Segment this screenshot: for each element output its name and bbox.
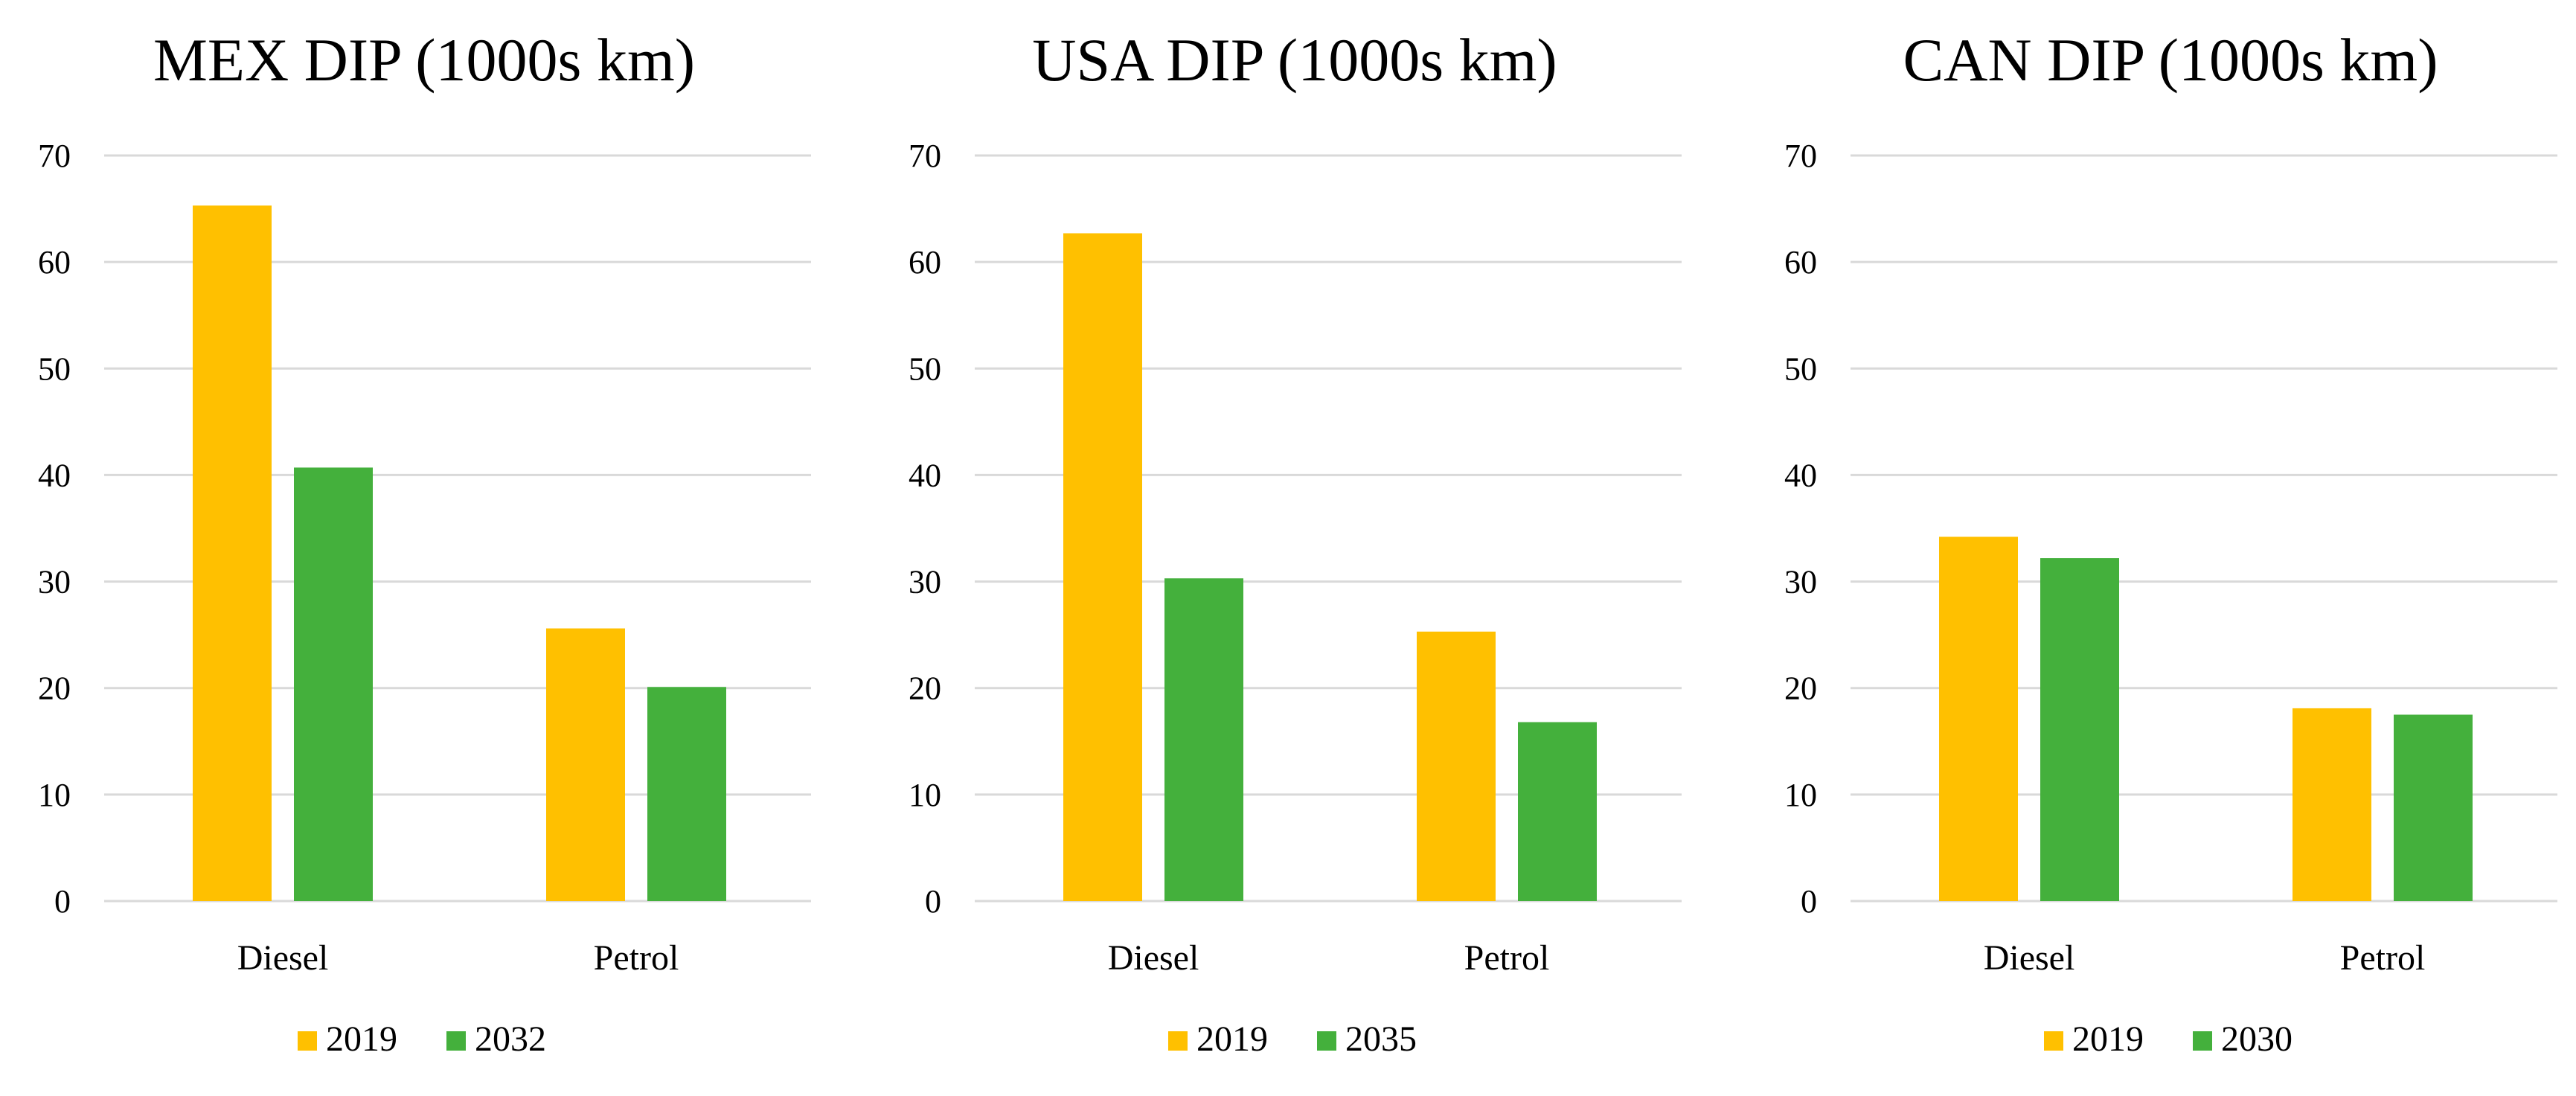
y-tick-label: 20 bbox=[909, 670, 941, 707]
y-tick-label: 10 bbox=[38, 777, 71, 813]
y-tick-label: 0 bbox=[1801, 883, 1817, 920]
bar-petrol-2019 bbox=[1417, 631, 1496, 901]
chart-title: MEX DIP (1000s km) bbox=[153, 26, 695, 94]
y-tick-label: 30 bbox=[38, 564, 71, 600]
category-label: Petrol bbox=[1464, 938, 1550, 978]
bar-petrol-2019 bbox=[546, 628, 625, 901]
y-tick-label: 0 bbox=[54, 883, 71, 920]
y-tick-label: 20 bbox=[1784, 670, 1817, 707]
legend-swatch-2032 bbox=[446, 1031, 466, 1051]
legend-label: 2030 bbox=[2221, 1019, 2293, 1059]
bar-diesel-2019 bbox=[193, 205, 272, 902]
legend-swatch-2019 bbox=[1168, 1031, 1188, 1051]
y-tick-label: 40 bbox=[38, 457, 71, 493]
y-tick-label: 0 bbox=[925, 883, 941, 920]
category-label: Diesel bbox=[1984, 938, 2075, 978]
bar-diesel-2019 bbox=[1063, 233, 1142, 902]
legend-label: 2032 bbox=[475, 1019, 546, 1059]
legend-label: 2035 bbox=[1345, 1019, 1417, 1059]
y-tick-label: 10 bbox=[909, 777, 941, 813]
category-label: Petrol bbox=[594, 938, 679, 978]
chart-panel-1: MEX DIP (1000s km) 0 10 20 30 40 50 60 70 Diesel P… bbox=[38, 26, 811, 1059]
y-tick-label: 30 bbox=[1784, 564, 1817, 600]
category-label: Diesel bbox=[237, 938, 329, 978]
y-tick-label: 70 bbox=[909, 138, 941, 174]
legend-label: 2019 bbox=[326, 1019, 397, 1059]
y-tick-label: 50 bbox=[38, 350, 71, 387]
chart-title: USA DIP (1000s km) bbox=[1032, 26, 1557, 94]
bar-diesel-2030 bbox=[2040, 558, 2119, 901]
y-tick-label: 50 bbox=[1784, 350, 1817, 387]
bar-petrol-2019 bbox=[2293, 708, 2371, 901]
y-tick-label: 40 bbox=[1784, 457, 1817, 493]
legend-swatch-2019 bbox=[2044, 1031, 2063, 1051]
y-tick-label: 70 bbox=[38, 138, 71, 174]
legend-swatch-2019 bbox=[298, 1031, 317, 1051]
legend-swatch-2035 bbox=[1317, 1031, 1336, 1051]
category-label: Petrol bbox=[2340, 938, 2426, 978]
bar-diesel-2035 bbox=[1164, 578, 1243, 901]
bar-petrol-2035 bbox=[1518, 722, 1597, 901]
bar-diesel-2019 bbox=[1939, 536, 2018, 901]
bar-petrol-2030 bbox=[2394, 714, 2473, 901]
legend-label: 2019 bbox=[1196, 1019, 1268, 1059]
chart-panel-2: USA DIP (1000s km) 0 10 20 30 40 50 60 70 Diesel P… bbox=[909, 26, 1682, 1059]
category-label: Diesel bbox=[1108, 938, 1199, 978]
y-tick-label: 60 bbox=[1784, 244, 1817, 281]
y-tick-label: 60 bbox=[909, 244, 941, 281]
y-tick-label: 70 bbox=[1784, 138, 1817, 174]
chart-title: CAN DIP (1000s km) bbox=[1903, 26, 2438, 94]
y-tick-label: 60 bbox=[38, 244, 71, 281]
y-tick-label: 40 bbox=[909, 457, 941, 493]
y-tick-label: 10 bbox=[1784, 777, 1817, 813]
bar-petrol-2032 bbox=[647, 687, 726, 901]
y-tick-label: 50 bbox=[909, 350, 941, 387]
legend-swatch-2030 bbox=[2193, 1031, 2212, 1051]
legend-label: 2019 bbox=[2072, 1019, 2144, 1059]
bar-diesel-2032 bbox=[294, 467, 373, 901]
y-tick-label: 30 bbox=[909, 564, 941, 600]
y-tick-label: 20 bbox=[38, 670, 71, 707]
